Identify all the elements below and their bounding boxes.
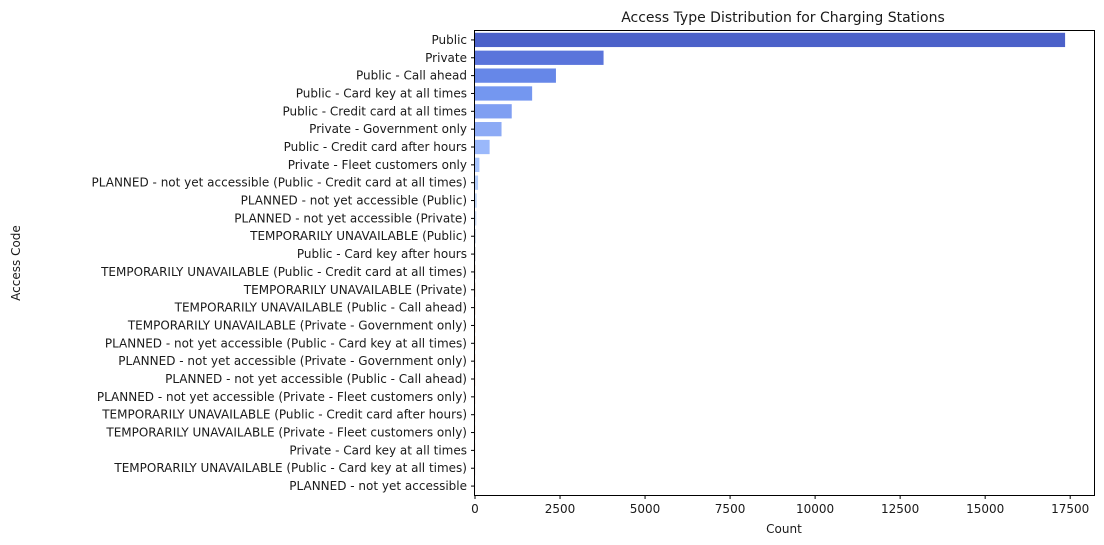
y-tick-label: PLANNED - not yet accessible — [289, 479, 467, 493]
y-tick-label: PLANNED - not yet accessible (Public) — [241, 194, 467, 208]
y-tick-label: Private - Card key at all times — [289, 443, 467, 457]
y-tick-label: TEMPORARILY UNAVAILABLE (Public - Credit… — [101, 408, 467, 422]
bar — [475, 139, 490, 155]
bar — [475, 32, 1066, 48]
y-tick-label: Private - Fleet customers only — [288, 158, 467, 172]
y-tick-label: Public - Card key after hours — [297, 247, 467, 261]
chart-title: Access Type Distribution for Charging St… — [621, 10, 945, 26]
bar — [475, 264, 476, 280]
x-tick-label: 5000 — [630, 502, 661, 516]
bar — [475, 86, 533, 101]
y-tick-label: TEMPORARILY UNAVAILABLE (Private) — [243, 283, 467, 297]
bar — [475, 175, 479, 190]
bar — [475, 211, 477, 226]
bar — [475, 122, 502, 137]
bar — [475, 229, 477, 244]
bar — [475, 68, 556, 83]
x-tick-label: 2500 — [545, 502, 576, 516]
bar — [475, 193, 477, 208]
y-tick-label: PLANNED - not yet accessible (Public - C… — [165, 372, 467, 386]
x-tick-label: 0 — [471, 502, 479, 516]
x-tick-label: 12500 — [881, 502, 919, 516]
y-tick-label: TEMPORARILY UNAVAILABLE (Public) — [249, 229, 467, 243]
y-tick-label: TEMPORARILY UNAVAILABLE (Private - Gover… — [127, 318, 467, 332]
bar — [475, 282, 476, 297]
y-tick-label: PLANNED - not yet accessible (Public - C… — [92, 176, 467, 190]
y-tick-label: PLANNED - not yet accessible (Private - … — [118, 354, 467, 368]
y-tick-label: Public - Card key at all times — [296, 86, 467, 100]
y-tick-label: Public — [431, 33, 467, 47]
bar — [475, 246, 476, 262]
y-tick-label: Private — [425, 51, 467, 65]
x-tick-label: 17500 — [1051, 502, 1089, 516]
y-tick-label: TEMPORARILY UNAVAILABLE (Public - Credit… — [100, 265, 467, 279]
y-tick-label: TEMPORARILY UNAVAILABLE (Public - Call a… — [174, 301, 467, 315]
y-tick-label: TEMPORARILY UNAVAILABLE (Private - Fleet… — [105, 426, 467, 440]
bar — [475, 157, 480, 172]
x-ticks: 0 2500 5000 7500 10000 12500 15000 17500 — [471, 495, 1089, 516]
y-tick-label: Public - Credit card after hours — [284, 140, 467, 154]
x-tick-label: 7500 — [715, 502, 746, 516]
y-tick-label: TEMPORARILY UNAVAILABLE (Public - Card k… — [113, 461, 467, 475]
x-axis-title: Count — [766, 522, 802, 536]
plot-frame — [474, 30, 1095, 496]
y-tick-label: Private - Government only — [309, 122, 467, 136]
y-tick-label: Public - Call ahead — [356, 69, 467, 83]
bar — [475, 50, 604, 65]
y-tick-labels: Public Private Public - Call ahead Public -… — [92, 33, 475, 493]
bars-group — [475, 32, 1066, 494]
x-tick-label: 15000 — [966, 502, 1004, 516]
y-tick-label: PLANNED - not yet accessible (Private - … — [97, 390, 467, 404]
bar — [475, 104, 512, 119]
y-tick-label: PLANNED - not yet accessible (Public - C… — [105, 336, 467, 350]
x-tick-label: 10000 — [796, 502, 834, 516]
y-tick-label: PLANNED - not yet accessible (Private) — [234, 211, 467, 225]
y-axis-title: Access Code — [9, 225, 23, 301]
y-tick-label: Public - Credit card at all times — [282, 104, 467, 118]
